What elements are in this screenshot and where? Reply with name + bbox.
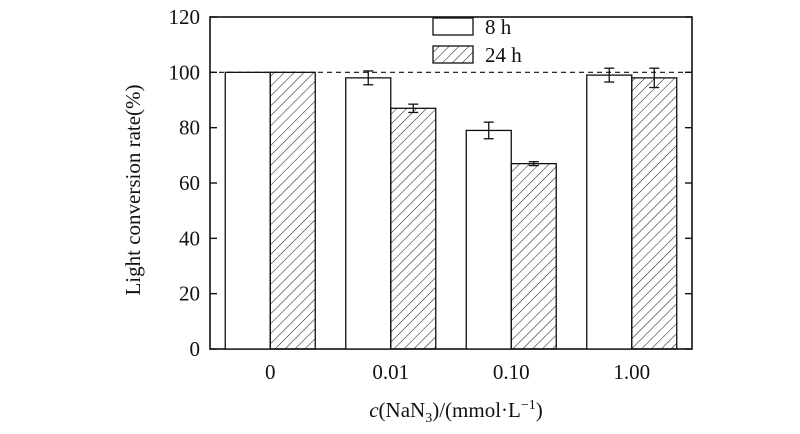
x-tick-label: 0.10	[493, 360, 530, 384]
y-tick-label: 0	[190, 337, 201, 361]
legend-swatch-8h	[432, 17, 474, 36]
bar-24h	[510, 162, 557, 350]
y-tick-label: 40	[179, 226, 200, 250]
x-axis-label: c(NaN3)/(mmol·L−1)	[369, 398, 543, 426]
legend-label-8h: 8 h	[485, 15, 512, 39]
legend-label-24h: 24 h	[485, 43, 522, 67]
bar-24h	[390, 107, 437, 350]
bar-24h	[269, 71, 316, 350]
y-tick-label: 120	[169, 5, 201, 29]
x-axis-label-part: )/(mmol·L	[432, 398, 521, 422]
x-axis-label-part: (NaN	[379, 398, 426, 422]
bar-8h	[224, 71, 271, 350]
y-tick-label: 100	[169, 60, 201, 84]
x-axis-label-subscript: 3	[425, 411, 432, 426]
x-tick-label: 0.01	[372, 360, 409, 384]
bar-8h	[586, 74, 633, 350]
plot-area: 0 20 40 60 80 100 120 0 0.01 0.10 1.00 8 h 24 h	[169, 5, 693, 384]
x-tick-label: 0	[265, 360, 276, 384]
y-axis-label: Light conversion rate(%)	[121, 84, 145, 295]
y-tick-label: 60	[179, 171, 200, 195]
bar-8h	[465, 129, 512, 350]
legend-swatch-24h	[432, 45, 474, 64]
x-axis-label-variable: c	[369, 398, 379, 422]
x-axis-label-part: )	[536, 398, 543, 422]
x-tick-label: 1.00	[613, 360, 650, 384]
y-tick-label: 20	[179, 282, 200, 306]
bar-8h	[345, 77, 392, 350]
x-axis-label-superscript: −1	[521, 398, 536, 413]
y-tick-label: 80	[179, 116, 200, 140]
bar-24h	[631, 77, 678, 350]
